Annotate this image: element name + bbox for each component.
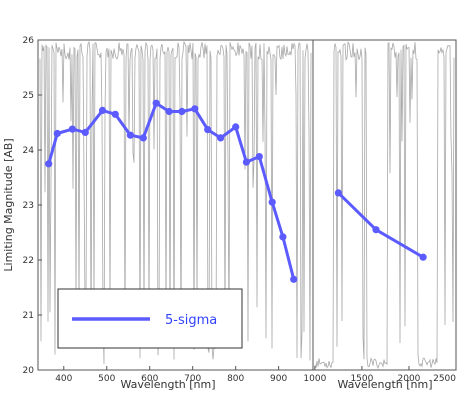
- data-point: [334, 189, 342, 197]
- x-tick-label: 2500: [433, 374, 456, 384]
- data-point: [152, 99, 160, 107]
- y-axis-label: Limiting Magnitude [AB]: [2, 138, 15, 271]
- y-tick-label: 21: [23, 311, 34, 321]
- y-tick-label: 23: [23, 201, 34, 211]
- x-axis-label-left: Wavelength [nm]: [120, 378, 215, 391]
- spectrum-trace: [314, 41, 455, 369]
- x-tick-label: 2000: [398, 374, 421, 384]
- data-point: [217, 134, 225, 142]
- sky-spectrum-right: [314, 41, 455, 369]
- data-point: [178, 107, 186, 116]
- data-point: [139, 134, 147, 142]
- data-point: [268, 198, 276, 206]
- series-5-sigma-nir: [334, 189, 427, 261]
- data-point: [111, 110, 119, 118]
- data-point: [255, 153, 263, 161]
- y-tick-label: 20: [23, 366, 35, 376]
- data-point: [419, 253, 427, 261]
- data-point: [81, 128, 89, 136]
- data-point: [232, 123, 240, 131]
- series-line: [337, 191, 424, 259]
- x-axis-ticks-left: 400 500 600 700 800 900: [55, 366, 287, 384]
- legend: 5-sigma: [57, 288, 243, 349]
- y-axis-ticks: 20 21 22 23 24 25 26: [23, 36, 42, 376]
- data-point: [191, 105, 199, 113]
- data-point: [53, 129, 61, 138]
- series-5-sigma-optical: [45, 99, 298, 283]
- y-tick-label: 25: [23, 91, 34, 101]
- x-axis-ticks-right: 1000 1500 2000 2500: [303, 366, 457, 384]
- data-point: [242, 158, 250, 166]
- data-point: [372, 226, 380, 234]
- x-tick-label: 700: [184, 374, 201, 384]
- data-point: [279, 233, 287, 241]
- data-point: [204, 126, 212, 134]
- x-tick-label: 1000: [303, 374, 326, 384]
- legend-label: 5-sigma: [165, 313, 217, 328]
- x-tick-label: 600: [141, 374, 158, 384]
- right-panel-frame: [312, 39, 457, 371]
- data-point: [126, 131, 134, 139]
- x-tick-label: 900: [270, 374, 287, 384]
- x-tick-label: 500: [98, 374, 115, 384]
- x-tick-label: 800: [227, 374, 244, 384]
- data-point: [165, 107, 173, 116]
- x-tick-label: 1500: [350, 374, 373, 384]
- x-tick-label: 400: [55, 374, 72, 384]
- x-axis-label-right: Wavelength [nm]: [337, 378, 432, 391]
- y-tick-label: 24: [23, 146, 35, 156]
- y-tick-label: 26: [23, 36, 35, 46]
- data-point: [290, 275, 298, 283]
- y-tick-label: 22: [23, 256, 34, 266]
- data-point: [98, 106, 107, 114]
- data-point: [45, 160, 53, 168]
- data-point: [68, 125, 76, 133]
